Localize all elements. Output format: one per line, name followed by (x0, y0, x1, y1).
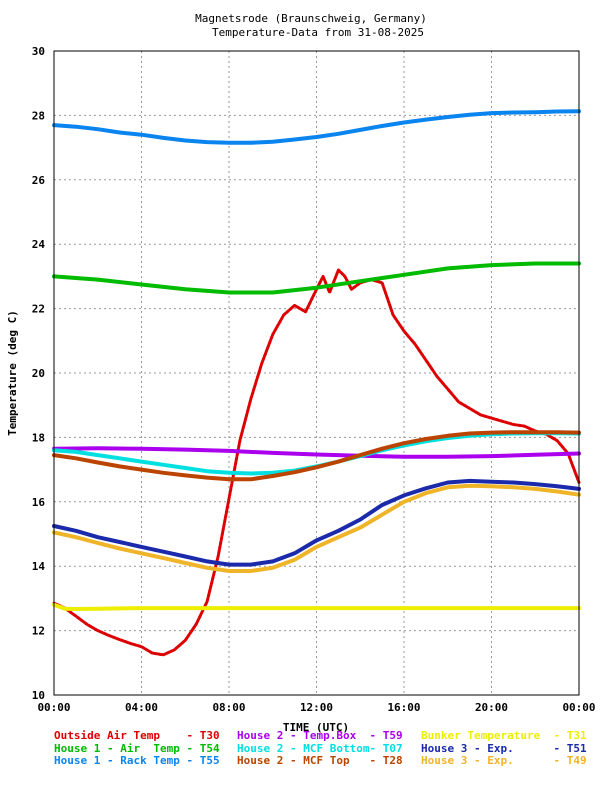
x-tick-label: 00:00 (37, 701, 70, 714)
legend-entry: House 3 - Exp. - T51 (421, 742, 587, 755)
legend-entry: House 2 - MCF Top - T28 (237, 754, 403, 767)
x-axis-ticks: 00:00 04:00 08:00 12:00 16:00 20:00 00:00 (37, 701, 595, 714)
series-line-t54 (52, 261, 581, 295)
series-line-t49 (52, 483, 581, 573)
y-tick-label: 30 (32, 45, 45, 58)
legend-entry: Outside Air Temp - T30 (54, 729, 220, 742)
series-line-t31 (52, 602, 581, 611)
x-tick-label: 20:00 (475, 701, 508, 714)
x-tick-label: 08:00 (212, 701, 245, 714)
y-tick-label: 18 (32, 431, 45, 444)
y-tick-label: 14 (32, 560, 46, 573)
y-axis-ticks: 10 12 14 16 18 20 22 24 26 28 30 (32, 45, 46, 702)
series-line-t51 (52, 478, 581, 567)
series-line-t59 (52, 446, 581, 459)
legend-entry: House 2 - MCF Bottom- T07 (237, 742, 403, 755)
legend-entry: House 2 - Temp.Box - T59 (237, 729, 403, 742)
y-tick-label: 22 (32, 303, 45, 316)
x-tick-label: 12:00 (300, 701, 333, 714)
legend-entry: Bunker Temperature - T31 (421, 729, 587, 742)
y-tick-label: 24 (32, 238, 46, 251)
series-layer (52, 109, 581, 657)
y-tick-label: 26 (32, 174, 46, 187)
x-tick-label: 04:00 (125, 701, 158, 714)
plot-frame (53, 50, 580, 696)
y-tick-label: 10 (32, 689, 45, 702)
series-line-t30 (52, 268, 581, 657)
legend-entry: House 1 - Rack Temp - T55 (54, 754, 220, 767)
series-line-t55 (52, 109, 581, 145)
y-tick-label: 12 (32, 625, 45, 638)
chart-title: Magnetsrode (Braunschweig, Germany) (195, 12, 427, 25)
y-axis-label: Temperature (deg C) (6, 310, 19, 436)
y-tick-label: 28 (32, 109, 45, 122)
legend-entry: House 3 - Exp. - T49 (421, 754, 587, 767)
x-axis-label: TIME (UTC) (283, 721, 349, 734)
x-tick-label: 00:00 (562, 701, 595, 714)
legend: Outside Air Temp - T30 House 2 - Temp.Box… (54, 729, 587, 767)
y-tick-label: 20 (32, 367, 45, 380)
chart-subtitle: Temperature-Data from 31-08-2025 (212, 26, 424, 39)
grid-lines (54, 51, 579, 695)
x-tick-label: 16:00 (387, 701, 420, 714)
legend-entry: House 1 - Air Temp - T54 (54, 742, 220, 755)
series-line-t28 (52, 430, 581, 482)
y-tick-label: 16 (32, 496, 46, 509)
